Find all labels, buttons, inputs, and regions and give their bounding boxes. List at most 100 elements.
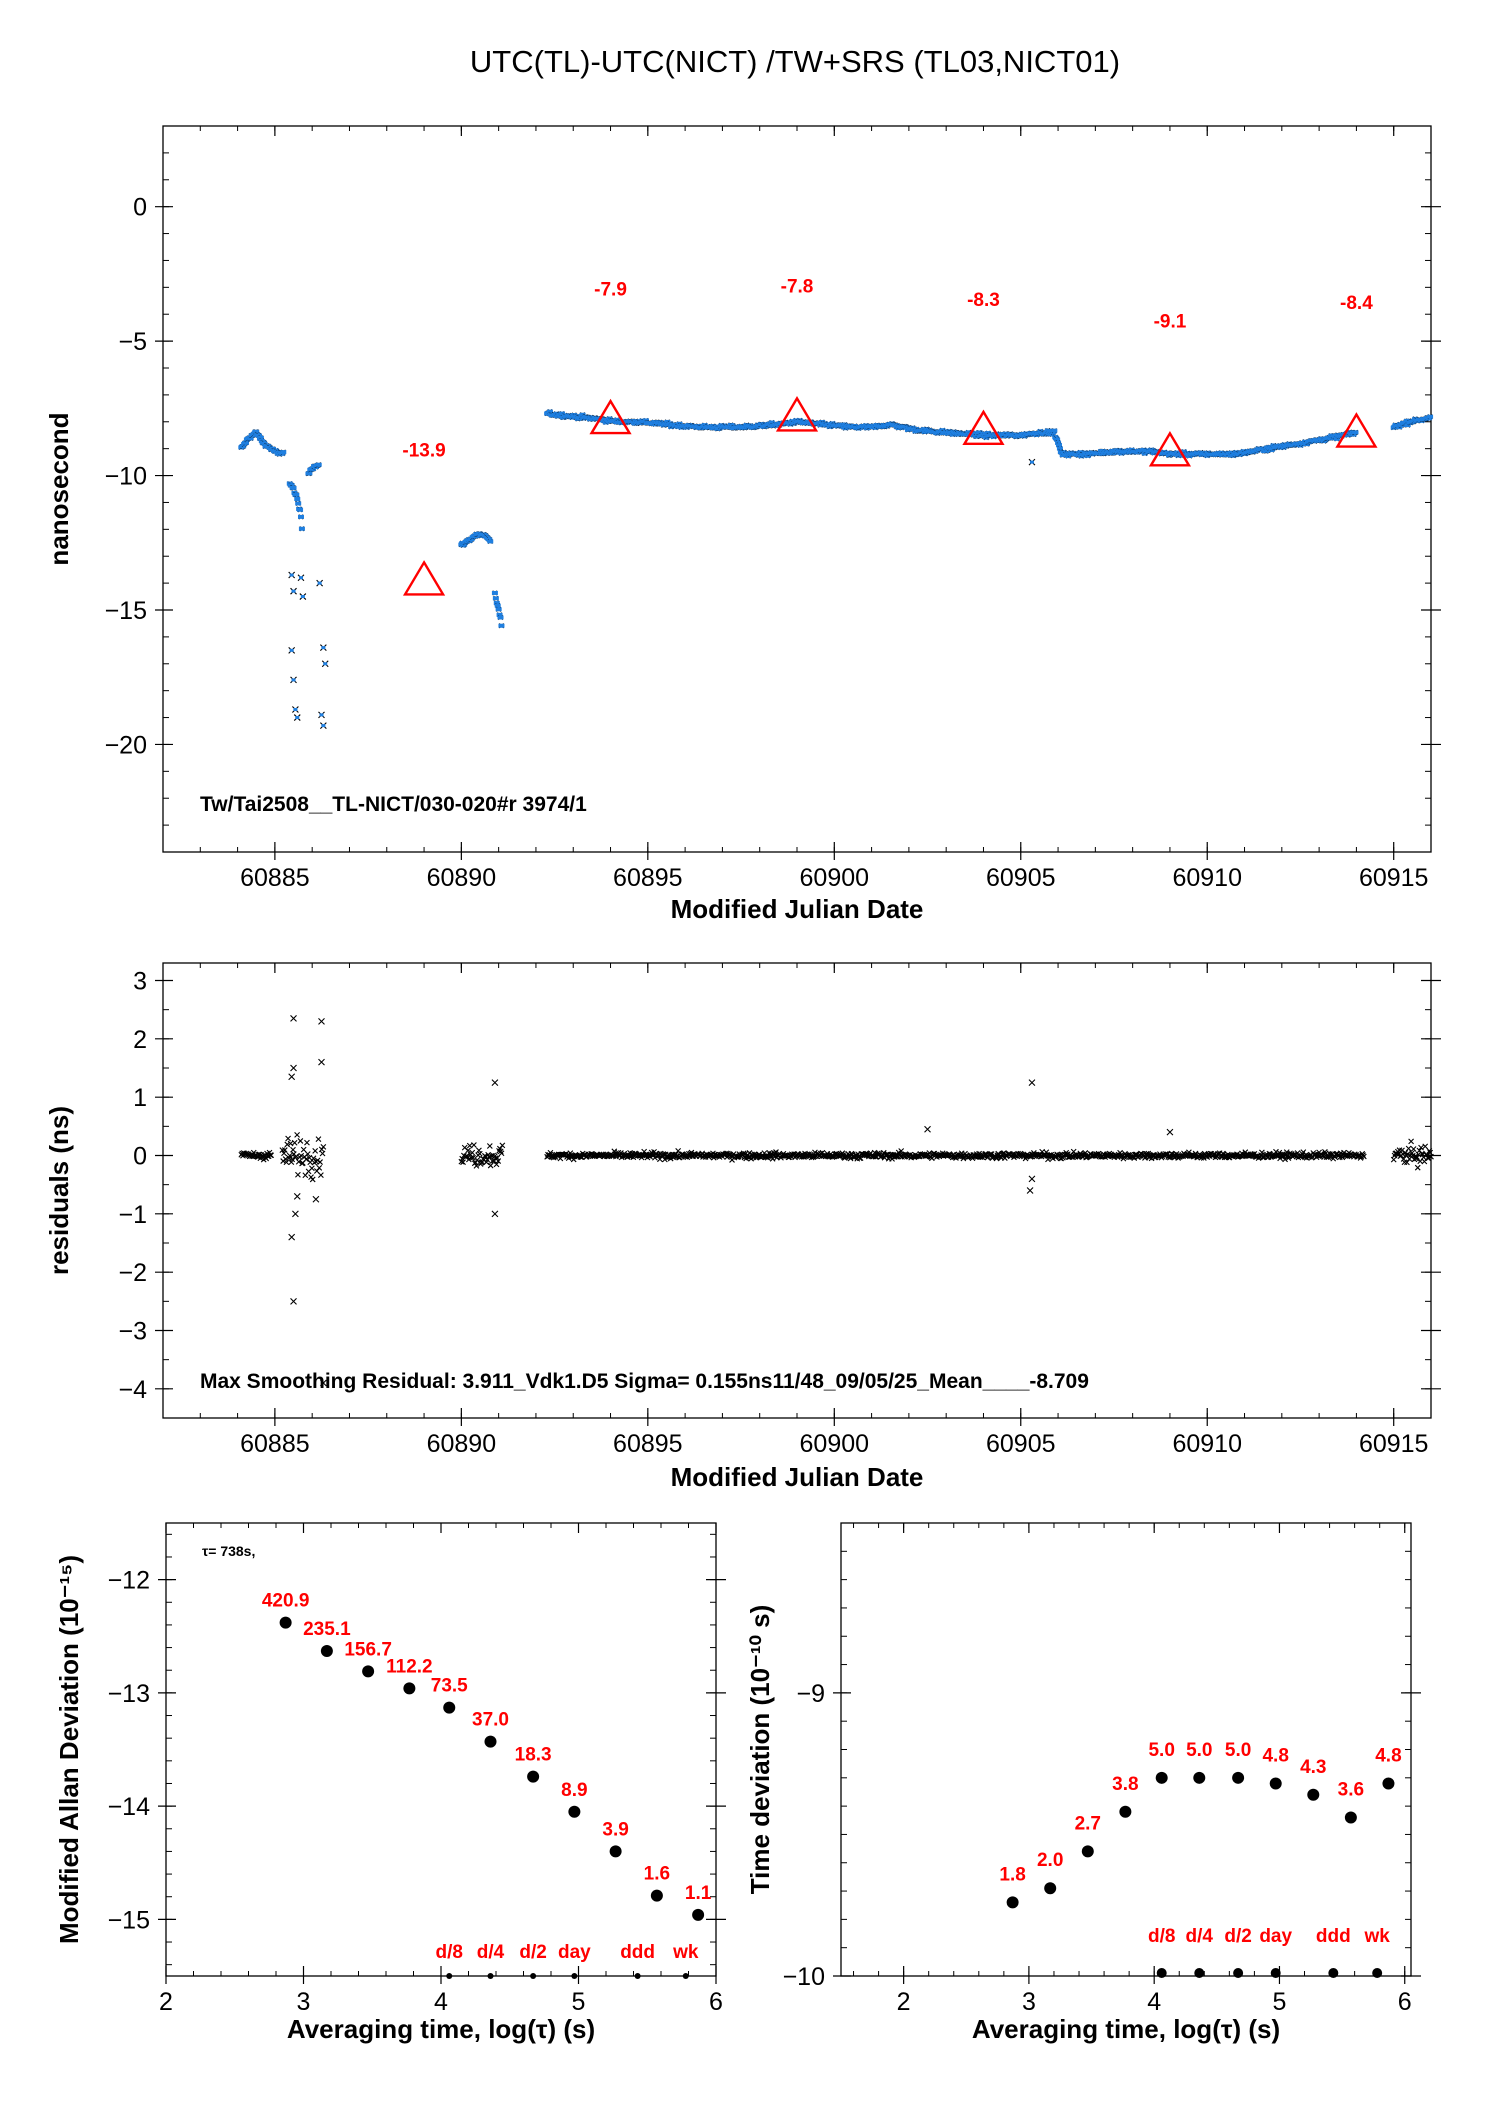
data-point xyxy=(1051,428,1058,433)
y-tick-label: 0 xyxy=(133,1143,147,1171)
data-point xyxy=(280,450,287,455)
adev-point xyxy=(362,1665,375,1678)
panel-note: Max Smoothing Residual: 3.911_Vdk1.D5 Si… xyxy=(200,1370,1089,1393)
data-point xyxy=(297,507,304,512)
residual-point xyxy=(608,1152,615,1159)
x-tick-label: 60915 xyxy=(1359,864,1429,892)
outlier-point xyxy=(300,595,305,599)
residual-point xyxy=(289,1156,296,1163)
outlier-point xyxy=(295,716,300,720)
residual-point xyxy=(661,1156,668,1163)
x-tick-label: 2 xyxy=(897,1988,911,2016)
period-label: d/2 xyxy=(519,1942,546,1963)
adev-point xyxy=(650,1889,663,1902)
triangle-marker xyxy=(775,396,819,432)
residual-outlier xyxy=(1028,1079,1036,1086)
data-point xyxy=(288,483,295,488)
x-axis-label: Modified Julian Date xyxy=(671,1462,924,1492)
data-point xyxy=(306,471,313,476)
residual-point xyxy=(314,1157,321,1164)
residual-point xyxy=(309,1176,316,1183)
data-point xyxy=(1055,443,1062,448)
residual-point xyxy=(473,1162,480,1169)
residual-point xyxy=(316,1165,323,1171)
adev-point xyxy=(279,1616,292,1629)
y-tick-label: −9 xyxy=(796,1680,825,1708)
outlier-point xyxy=(289,573,294,577)
residual-point xyxy=(469,1149,476,1156)
y-axis-label: residuals (ns) xyxy=(44,1106,74,1275)
residual-point xyxy=(295,1158,302,1165)
outlier-point xyxy=(321,646,326,650)
x-tick-label: 3 xyxy=(1022,1988,1036,2016)
data-point xyxy=(298,526,305,531)
outlier-point xyxy=(1029,460,1034,464)
tdev-point xyxy=(1232,1771,1245,1784)
tdev-value-label: 3.8 xyxy=(1112,1774,1138,1795)
x-tick-label: 60905 xyxy=(986,864,1056,892)
data-point xyxy=(1180,449,1187,454)
data-point xyxy=(297,514,304,519)
data-point xyxy=(1049,432,1056,437)
residual-point xyxy=(1360,1153,1367,1160)
tau-note: τ= 738s, xyxy=(202,1543,255,1559)
data-point xyxy=(295,501,302,506)
data-point xyxy=(498,623,505,628)
x-axis-label: Modified Julian Date xyxy=(671,894,924,924)
adev-value-label: 156.7 xyxy=(344,1639,392,1660)
residual-outlier xyxy=(290,1297,297,1305)
data-point xyxy=(487,539,494,544)
period-label: ddd xyxy=(620,1942,655,1963)
residual-point xyxy=(1408,1138,1414,1145)
adev-value-label: 18.3 xyxy=(515,1745,552,1766)
y-tick-label: −15 xyxy=(105,597,147,625)
adev-point xyxy=(527,1770,540,1783)
period-label: day xyxy=(558,1942,591,1963)
data-point xyxy=(315,462,322,467)
residual-point xyxy=(1405,1145,1412,1152)
residual-point xyxy=(317,1159,323,1165)
residual-point xyxy=(464,1153,471,1159)
x-tick-label: 60885 xyxy=(240,864,310,892)
data-point xyxy=(985,431,992,436)
data-point xyxy=(976,430,983,435)
y-tick-label: −12 xyxy=(108,1567,150,1595)
data-point xyxy=(290,485,297,490)
residual-outlier xyxy=(319,1379,327,1387)
adev-value-label: 1.6 xyxy=(644,1864,670,1885)
adev-value-label: 420.9 xyxy=(262,1591,310,1612)
data-point xyxy=(768,420,775,425)
residual-point xyxy=(476,1147,482,1154)
residual-point xyxy=(290,1146,296,1153)
adev-value-label: 235.1 xyxy=(303,1619,351,1640)
y-tick-label: 3 xyxy=(133,968,147,996)
residual-point xyxy=(460,1159,466,1166)
triangle-marker xyxy=(962,409,1005,446)
data-point xyxy=(546,409,553,414)
data-point xyxy=(492,596,499,601)
tdev-value-label: 2.0 xyxy=(1037,1850,1063,1871)
y-tick-label: −15 xyxy=(108,1906,150,1934)
marker-value-label: -8.4 xyxy=(1340,293,1373,314)
outlier-point xyxy=(317,581,322,585)
tdev-point xyxy=(1307,1788,1320,1801)
period-label: d/2 xyxy=(1224,1926,1251,1947)
data-point xyxy=(493,601,500,606)
residual-point xyxy=(286,1152,293,1159)
residual-outlier xyxy=(288,1073,296,1081)
outlier-point xyxy=(293,707,298,711)
residual-point xyxy=(318,1172,324,1178)
adev-value-label: 37.0 xyxy=(472,1710,509,1731)
x-tick-label: 2 xyxy=(159,1988,173,2016)
x-tick-label: 60890 xyxy=(427,864,497,892)
triangle-marker xyxy=(1148,431,1192,467)
x-tick-label: 6 xyxy=(709,1988,723,2016)
residual-point xyxy=(320,1144,327,1150)
residual-point xyxy=(281,1147,288,1153)
adev-point xyxy=(443,1701,456,1714)
panel-time-deviation: 2 3 4 5 6 −9 −10 Averaging time, log(τ) (s) Time… xyxy=(745,1522,1421,2044)
x-tick-label: 60900 xyxy=(800,1430,870,1458)
x-tick-label: 3 xyxy=(297,1988,311,2016)
period-label: ddd xyxy=(1316,1926,1351,1947)
